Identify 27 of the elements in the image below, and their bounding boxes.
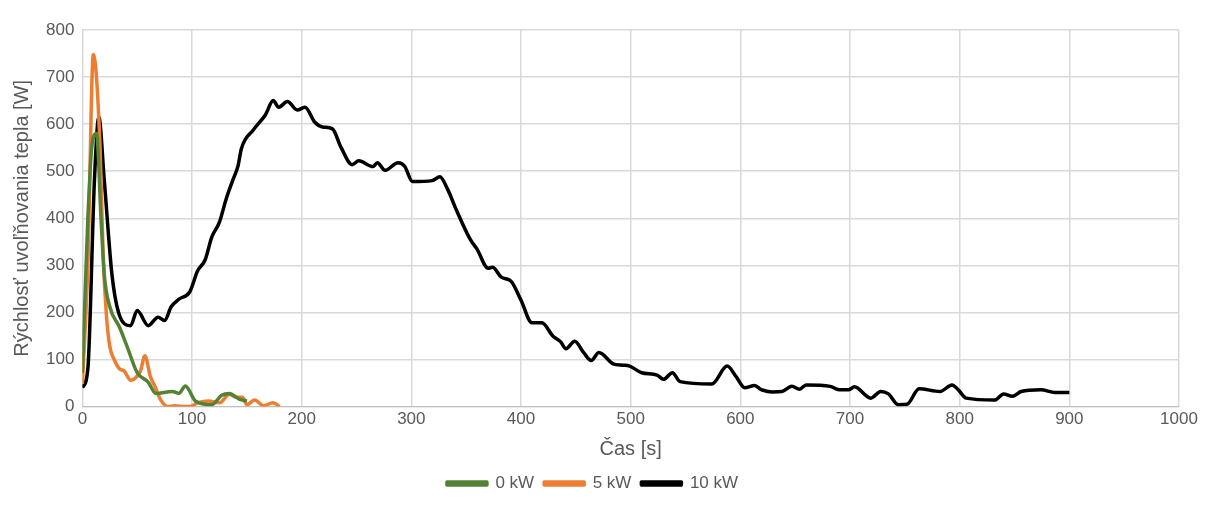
y-tick-label: 300: [45, 255, 75, 275]
x-tick-label: 800: [945, 409, 974, 429]
x-tick-label: 700: [835, 409, 865, 429]
x-tick-label: 500: [616, 409, 645, 429]
x-tick-label: 300: [397, 409, 426, 429]
line-series: [82, 98, 1072, 407]
x-tick-label: 900: [1055, 409, 1084, 429]
legend-label: 10 kW: [689, 473, 739, 493]
y-tick-label: 600: [45, 113, 75, 133]
x-tick-label: 200: [287, 409, 316, 429]
x-tick-label: 100: [177, 409, 207, 429]
y-tick-label: 0: [64, 396, 75, 416]
y-tick-label: 200: [45, 302, 75, 322]
x-tick-label: 400: [506, 409, 536, 429]
legend-label: 0 kW: [495, 473, 535, 493]
y-tick-label: 500: [45, 160, 75, 180]
y-tick-label: 400: [45, 207, 75, 227]
x-tick-label: 600: [726, 409, 755, 429]
legend-label: 5 kW: [592, 473, 632, 493]
x-tick-label: 1000: [1160, 409, 1198, 429]
x-tick-label: 0: [77, 409, 88, 429]
y-tick-label: 100: [45, 349, 75, 369]
y-tick-label: 800: [45, 19, 75, 39]
y-tick-label: 700: [45, 66, 75, 86]
x-axis-title: Čas [s]: [599, 436, 662, 459]
y-axis-title: Rýchlosť uvoľňovania tepla [W]: [9, 79, 32, 357]
line-series: [82, 131, 249, 407]
